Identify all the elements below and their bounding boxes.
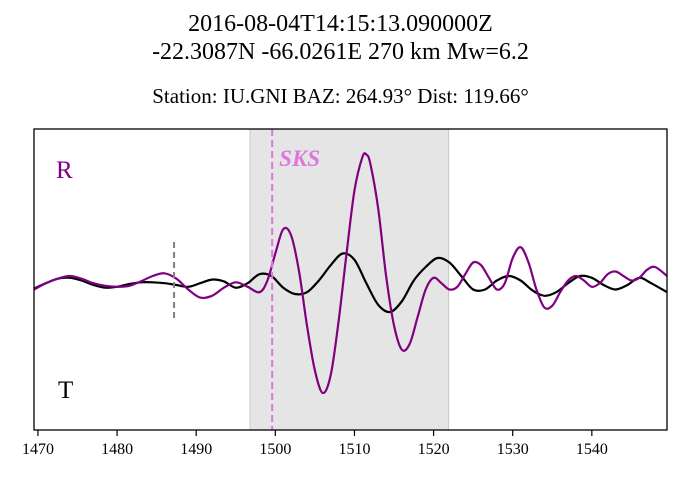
x-tick-label: 1530 [497, 441, 529, 458]
x-tick-label: 1510 [338, 441, 370, 458]
title-event-location: -22.3087N -66.0261E 270 km Mw=6.2 [152, 39, 529, 65]
phase-window [249, 128, 450, 431]
trace-label-r: R [56, 157, 73, 184]
plot-frame [33, 128, 668, 431]
series-r-line [34, 152, 667, 395]
x-tick-label: 1490 [180, 441, 212, 458]
trace-label-t: T [58, 377, 73, 404]
title-datetime: 2016-08-04T14:15:13.090000Z [188, 11, 493, 37]
x-tick-label: 1540 [576, 441, 608, 458]
x-tick-label: 1470 [22, 441, 54, 458]
x-tick-label: 1500 [259, 441, 291, 458]
x-tick-label: 1480 [101, 441, 133, 458]
title-station-info: Station: IU.GNI BAZ: 264.93° Dist: 119.6… [152, 84, 529, 108]
sks-phase-label: SKS [279, 146, 320, 171]
x-tick-label: 1520 [418, 441, 450, 458]
